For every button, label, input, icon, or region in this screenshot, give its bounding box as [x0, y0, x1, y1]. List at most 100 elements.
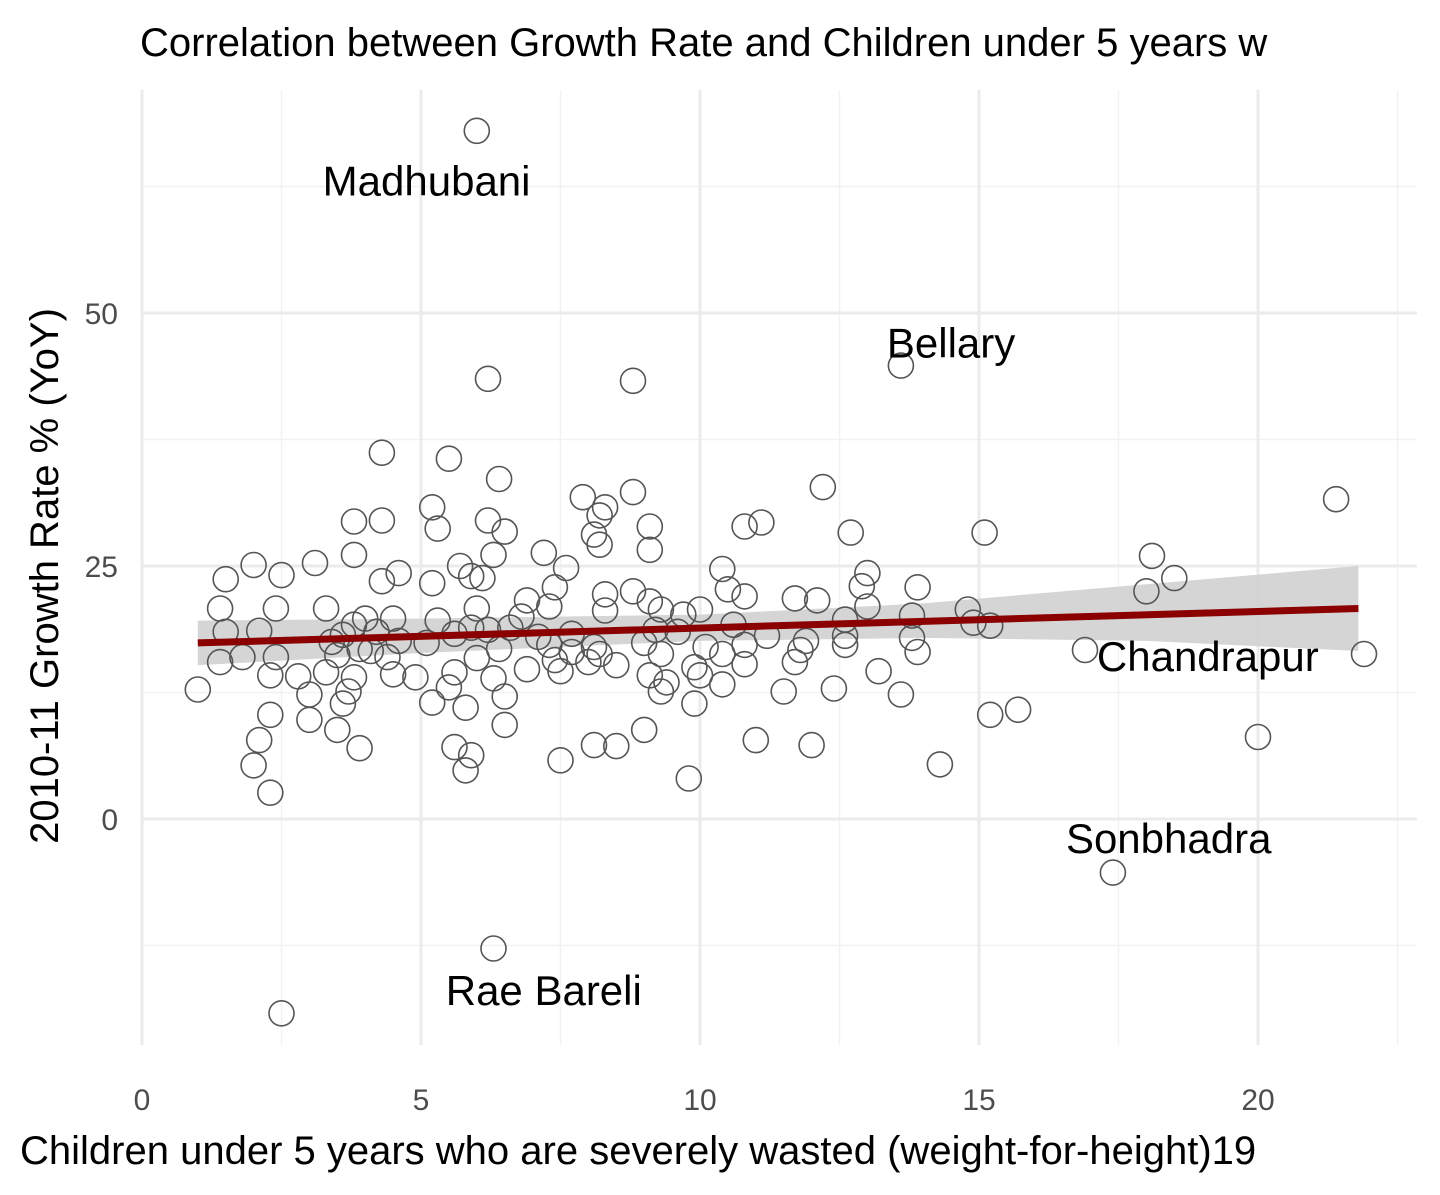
- data-point: [480, 541, 507, 569]
- data-point: [296, 681, 323, 708]
- data-point: [240, 551, 267, 579]
- data-point: [887, 681, 915, 708]
- data-point: [686, 661, 714, 689]
- data-point: [240, 752, 267, 779]
- data-point: [496, 614, 524, 642]
- data-point: [368, 439, 396, 467]
- annotation-label: Rae Bareli: [446, 967, 642, 1014]
- data-point: [296, 706, 323, 734]
- data-point: [798, 731, 825, 759]
- grid-layer: [140, 90, 1417, 1045]
- data-point: [452, 694, 479, 722]
- data-point: [731, 583, 758, 610]
- data-point: [619, 367, 647, 395]
- confidence-band: [197, 566, 1359, 666]
- data-point: [681, 653, 708, 681]
- data-point: [212, 565, 239, 593]
- data-point: [463, 595, 491, 622]
- data-point: [535, 593, 563, 620]
- data-point: [781, 648, 809, 676]
- data-point: [1161, 564, 1188, 592]
- data-point: [368, 567, 396, 595]
- points-layer: [184, 117, 1378, 1027]
- data-point: [385, 559, 413, 587]
- data-point: [256, 701, 284, 729]
- data-point: [284, 662, 312, 690]
- x-axis-title: Children under 5 years who are severely …: [20, 1129, 1256, 1173]
- data-point: [848, 572, 876, 600]
- data-point: [485, 465, 513, 493]
- data-point: [474, 507, 502, 534]
- data-point: [541, 573, 569, 601]
- data-point: [854, 559, 881, 587]
- data-point: [530, 539, 558, 567]
- data-point: [647, 596, 675, 623]
- data-point: [312, 595, 340, 622]
- data-point: [1138, 542, 1166, 570]
- x-tick-label: 15: [962, 1084, 995, 1117]
- data-point: [831, 631, 859, 659]
- data-point: [619, 577, 647, 605]
- data-point: [887, 352, 915, 379]
- data-point: [457, 614, 485, 642]
- data-point: [480, 664, 507, 692]
- data-point: [686, 596, 714, 623]
- data-point: [424, 515, 452, 542]
- data-point: [368, 507, 396, 534]
- data-point: [837, 519, 865, 546]
- data-point: [441, 658, 468, 686]
- data-point: [402, 663, 429, 691]
- data-point: [898, 624, 926, 652]
- data-point: [513, 655, 541, 683]
- data-point: [619, 478, 647, 506]
- data-point: [469, 564, 496, 592]
- confidence-band-layer: [197, 566, 1359, 666]
- data-point: [647, 640, 675, 668]
- data-point: [904, 573, 931, 601]
- trend-layer: [197, 605, 1359, 647]
- data-point: [653, 669, 680, 696]
- data-point: [708, 640, 736, 668]
- data-point: [569, 483, 597, 511]
- y-tick-label: 0: [101, 804, 118, 837]
- data-point: [413, 629, 440, 657]
- data-point: [591, 597, 619, 624]
- data-point: [1350, 640, 1378, 668]
- data-point: [441, 733, 468, 761]
- data-point: [474, 365, 502, 393]
- data-point: [262, 643, 290, 671]
- trend-line: [197, 605, 1359, 647]
- data-point: [446, 552, 474, 580]
- annotation-label: Chandrapur: [1097, 633, 1319, 680]
- data-point: [748, 509, 775, 536]
- data-point: [268, 561, 295, 589]
- data-point: [692, 633, 719, 661]
- annotation-label: Sonbhadra: [1066, 815, 1272, 862]
- data-point: [976, 701, 1004, 729]
- data-point: [508, 603, 535, 630]
- data-point: [976, 612, 1004, 640]
- data-point: [647, 678, 675, 705]
- data-point: [363, 618, 390, 646]
- data-point: [787, 636, 814, 664]
- data-point: [206, 648, 234, 676]
- data-point: [340, 663, 368, 691]
- data-point: [552, 554, 580, 582]
- data-point: [731, 631, 758, 659]
- data-point: [256, 779, 284, 807]
- data-point: [591, 580, 619, 608]
- data-point: [452, 757, 479, 784]
- data-point: [708, 555, 736, 583]
- data-point: [547, 746, 574, 774]
- data-point: [586, 531, 613, 559]
- data-point: [491, 711, 519, 739]
- data-point: [865, 657, 892, 685]
- data-point: [971, 519, 998, 546]
- data-point: [630, 716, 658, 744]
- data-point: [586, 502, 613, 529]
- data-point: [636, 536, 664, 564]
- data-point: [731, 650, 758, 678]
- data-point: [820, 675, 848, 702]
- data-point: [926, 751, 954, 778]
- data-point: [329, 690, 357, 717]
